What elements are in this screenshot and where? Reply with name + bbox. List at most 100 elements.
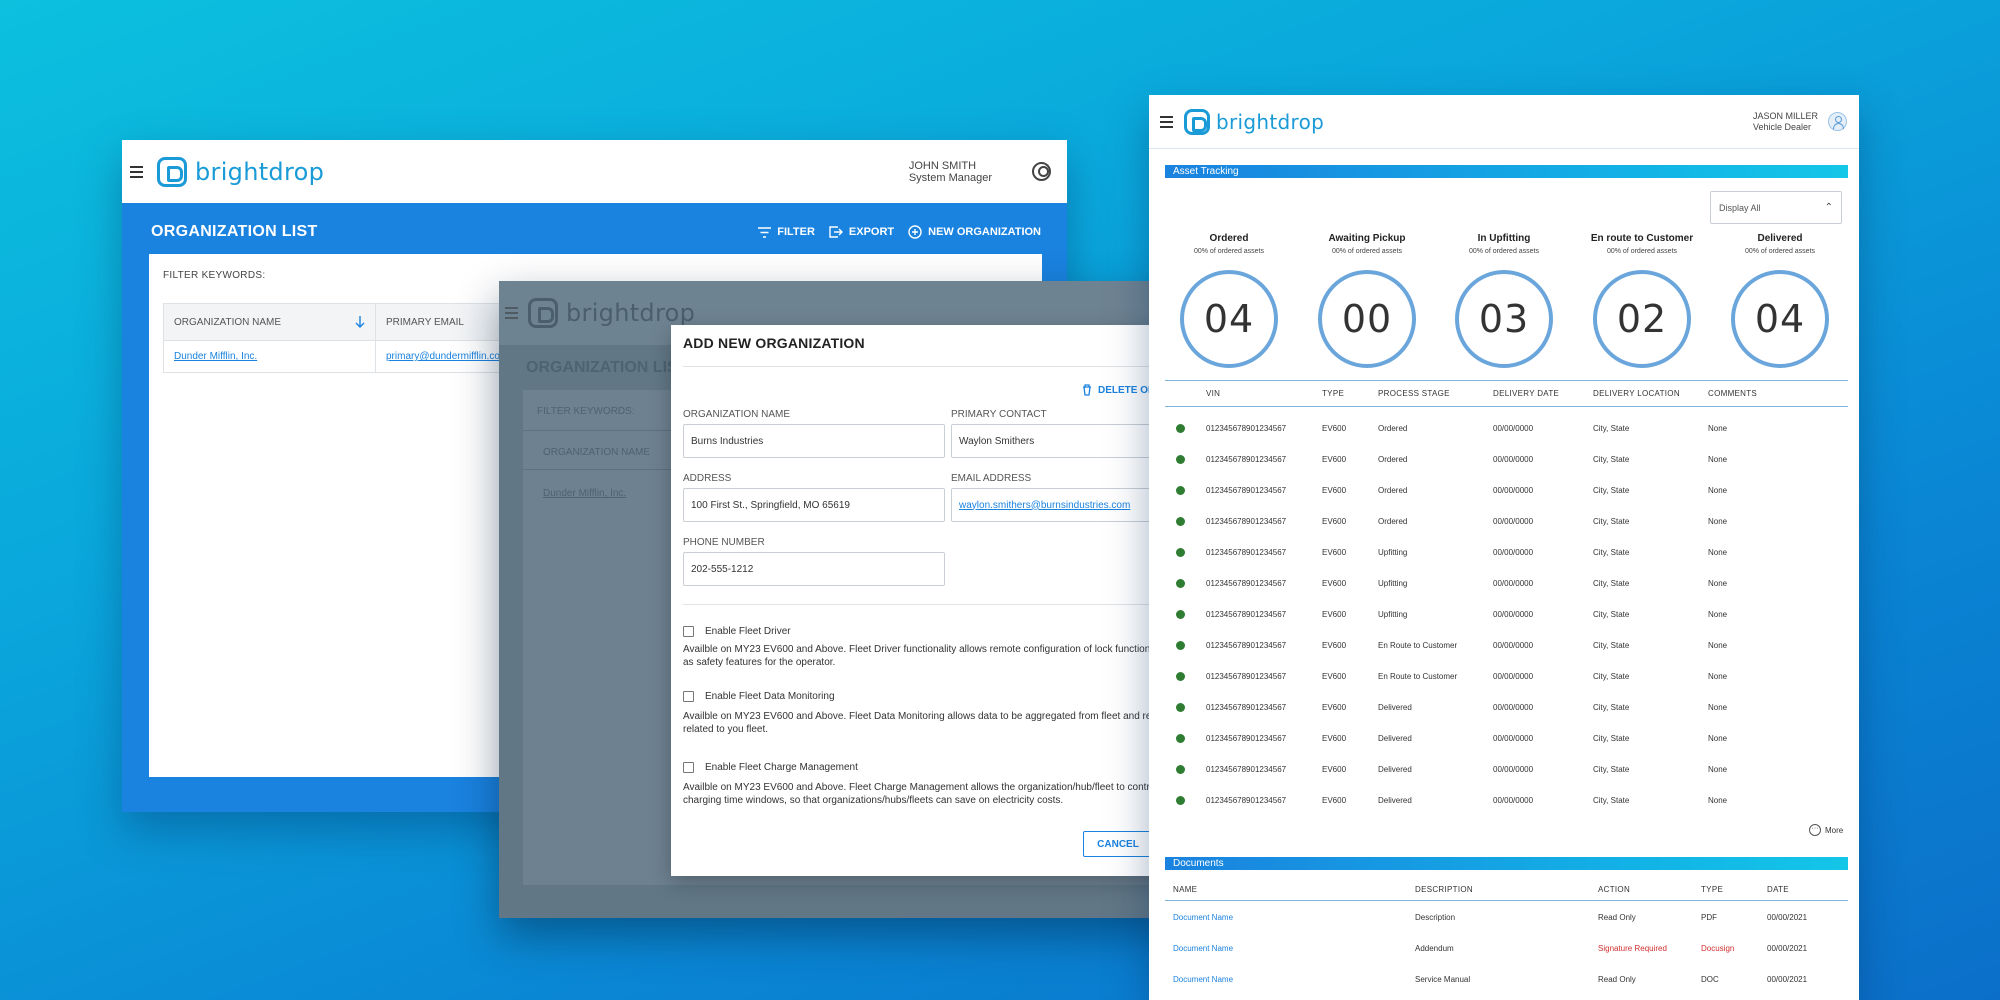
table-row[interactable]: 012345678901234567 EV600 Upfitting 00/00/00… [1165, 568, 1848, 599]
status-dot-icon [1176, 579, 1185, 588]
new-organization-button[interactable]: NEW ORGANIZATION [908, 225, 1041, 239]
status-dot-icon [1176, 424, 1185, 433]
column-header-vin[interactable]: VIN [1206, 389, 1221, 398]
menu-icon [505, 307, 518, 319]
table-row[interactable]: 012345678901234567 EV600 En Route to Custo… [1165, 630, 1848, 661]
process-stage-cell: En Route to Customer [1378, 672, 1458, 681]
filter-icon [758, 226, 772, 238]
org-name-link[interactable]: Dunder Mifflin, Inc. [174, 351, 258, 362]
type-cell: EV600 [1322, 424, 1347, 433]
user-account-icon[interactable] [1032, 162, 1051, 181]
column-header-type[interactable]: TYPE [1322, 389, 1345, 398]
table-row[interactable]: 012345678901234567 EV600 Ordered 00/00/0000… [1165, 444, 1848, 475]
brand-logo: brightdrop [528, 298, 695, 328]
menu-icon[interactable] [130, 165, 143, 178]
type-cell: PDF [1701, 913, 1717, 922]
table-row[interactable]: 012345678901234567 EV600 Delivered 00/00/00… [1165, 723, 1848, 754]
asset-tracking-window: brightdrop JASON MILLER Vehicle Dealer A… [1149, 95, 1859, 1000]
document-name-link[interactable]: Document Name [1173, 944, 1234, 953]
table-row: Document Name Description Read Only PDF 00/0… [1165, 902, 1848, 933]
delivery-date-cell: 00/00/0000 [1493, 765, 1534, 774]
stat-ordered: Ordered 00% of ordered assets 04 [1164, 233, 1294, 368]
description-line: Availble on MY23 EV600 and Above. Fleet … [683, 644, 1192, 655]
type-cell: EV600 [1322, 765, 1347, 774]
vin-cell: 012345678901234567 [1206, 672, 1287, 681]
new-organization-label: NEW ORGANIZATION [928, 226, 1041, 238]
export-label: EXPORT [848, 226, 895, 238]
table-row[interactable]: 012345678901234567 EV600 Delivered 00/00/00… [1165, 692, 1848, 723]
date-cell: 00/00/2021 [1767, 975, 1808, 984]
brand-mark-icon [528, 298, 558, 328]
sort-down-arrow-icon[interactable] [355, 316, 365, 328]
column-header-type[interactable]: TYPE [1701, 884, 1724, 894]
top-bar: brightdrop JASON MILLER Vehicle Dealer [1149, 95, 1859, 149]
table-row[interactable]: 012345678901234567 EV600 Delivered 00/00/00… [1165, 754, 1848, 785]
column-header-process-stage[interactable]: PROCESS STAGE [1378, 389, 1450, 398]
more-button[interactable]: ··· More [1809, 824, 1843, 836]
menu-icon[interactable] [1160, 115, 1173, 128]
fleet-charge-management-checkbox[interactable]: Enable Fleet Charge Management [683, 762, 858, 773]
table-row[interactable]: 012345678901234567 EV600 Delivered 00/00/00… [1165, 785, 1848, 816]
fleet-driver-checkbox[interactable]: Enable Fleet Driver [683, 626, 791, 637]
delivery-location-cell: City, State [1593, 455, 1630, 464]
phone-field-group: PHONE NUMBER [683, 537, 945, 586]
table-row[interactable]: 012345678901234567 EV600 Upfitting 00/00/00… [1165, 537, 1848, 568]
asset-tracking-section-title: Asset Tracking [1165, 165, 1848, 178]
type-cell: EV600 [1322, 486, 1347, 495]
user-account-icon[interactable] [1828, 112, 1847, 131]
process-stage-cell: Delivered [1378, 765, 1412, 774]
org-name-input[interactable] [683, 424, 945, 458]
divider [683, 366, 1219, 367]
delivery-date-cell: 00/00/0000 [1493, 610, 1534, 619]
vin-cell: 012345678901234567 [1206, 548, 1287, 557]
cancel-button[interactable]: CANCEL [1083, 831, 1153, 857]
process-stage-cell: Upfitting [1378, 610, 1408, 619]
column-header-date[interactable]: DATE [1767, 884, 1789, 894]
column-header-comments[interactable]: COMMENTS [1708, 389, 1758, 398]
action-cell[interactable]: Signature Required [1598, 944, 1667, 953]
table-row[interactable]: 012345678901234567 EV600 Ordered 00/00/0000… [1165, 413, 1848, 444]
fleet-charge-management-description: Availble on MY23 EV600 and Above. Fleet … [683, 781, 1219, 807]
column-header-delivery-location[interactable]: DELIVERY LOCATION [1593, 389, 1680, 398]
address-input[interactable] [683, 488, 945, 522]
column-header-description[interactable]: DESCRIPTION [1415, 884, 1473, 894]
process-stage-cell: Ordered [1378, 486, 1408, 495]
table-row[interactable]: 012345678901234567 EV600 Ordered 00/00/0000… [1165, 475, 1848, 506]
table-row[interactable]: 012345678901234567 EV600 En Route to Custo… [1165, 661, 1848, 692]
column-header-org-name[interactable]: ORGANIZATION NAME [164, 304, 376, 340]
filter-button[interactable]: FILTER [758, 225, 815, 239]
column-header-action[interactable]: ACTION [1598, 884, 1631, 894]
email-label: EMAIL ADDRESS [951, 473, 1032, 484]
export-button[interactable]: EXPORT [829, 225, 894, 239]
process-stage-cell: Delivered [1378, 734, 1412, 743]
delivery-location-cell: City, State [1593, 641, 1630, 650]
table-row[interactable]: 012345678901234567 EV600 Upfitting 00/00/00… [1165, 599, 1848, 630]
comments-cell: None [1708, 796, 1728, 805]
email-link[interactable]: primary@dundermifflin.com [386, 351, 509, 362]
vin-cell: 012345678901234567 [1206, 517, 1287, 526]
table-row[interactable]: 012345678901234567 EV600 Ordered 00/00/0000… [1165, 506, 1848, 537]
process-stage-cell: Ordered [1378, 517, 1408, 526]
status-dot-icon [1176, 672, 1185, 681]
fleet-data-monitoring-checkbox[interactable]: Enable Fleet Data Monitoring [683, 691, 835, 702]
checkbox-box[interactable] [683, 626, 694, 637]
documents-table-header: NAME DESCRIPTION ACTION TYPE DATE [1165, 878, 1848, 901]
column-header-name[interactable]: NAME [1173, 884, 1198, 894]
document-name-link[interactable]: Document Name [1173, 913, 1234, 922]
checkbox-box[interactable] [683, 762, 694, 773]
delivery-location-cell: City, State [1593, 610, 1630, 619]
phone-input[interactable] [683, 552, 945, 586]
description-line: charging time windows, so that organizat… [683, 795, 1064, 806]
user-name: JASON MILLER [1752, 110, 1818, 121]
stat-en-route: En route to Customer 00% of ordered asse… [1577, 233, 1707, 368]
comments-cell: None [1708, 486, 1728, 495]
description-cell: Description [1415, 913, 1456, 922]
dimmed-column-header: ORGANIZATION NAME [523, 430, 703, 470]
brand-logo: brightdrop [157, 156, 324, 187]
document-name-link[interactable]: Document Name [1173, 975, 1234, 984]
column-header-primary-email[interactable]: PRIMARY EMAIL [376, 304, 722, 340]
checkbox-box[interactable] [683, 691, 694, 702]
column-header-delivery-date[interactable]: DELIVERY DATE [1493, 389, 1560, 398]
display-filter-select[interactable]: Display All ⌃ [1710, 191, 1842, 224]
type-cell: EV600 [1322, 579, 1347, 588]
